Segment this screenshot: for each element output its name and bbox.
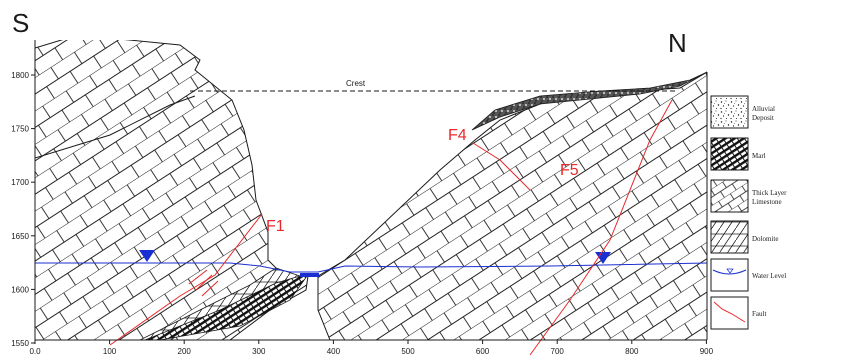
fault-f1-branch <box>188 269 219 297</box>
y-tick-label: 1700 <box>11 178 29 187</box>
legend-label-alluvial-2: Deposit <box>752 114 774 122</box>
legend-label-dolomite: Dolomite <box>752 235 778 243</box>
legend-swatch-dolomite <box>710 220 749 254</box>
legend: Alluvial Deposit Marl Thick Layer Limest… <box>710 95 787 330</box>
water-level-marker-left <box>139 250 155 262</box>
legend-water-marker-icon <box>726 268 734 274</box>
fault-f4 <box>472 142 531 191</box>
legend-label-fault: Fault <box>752 310 766 318</box>
x-tick-label: 700 <box>551 347 565 356</box>
x-tick-label: 400 <box>327 347 341 356</box>
crest-label: Crest <box>346 79 366 88</box>
south-bedding-line <box>35 95 196 159</box>
legend-label-limestone-2: Limestone <box>752 198 782 206</box>
crest-alluvial-deposit <box>471 72 706 131</box>
south-label: S <box>12 8 29 38</box>
legend-label-alluvial-1: Alluvial <box>752 105 775 113</box>
axes <box>34 40 708 341</box>
legend-fault-line-icon <box>713 301 746 323</box>
x-tick-label: 500 <box>401 347 415 356</box>
legend-swatch-marl <box>710 137 749 171</box>
y-axis-ticks: 1800 1750 1700 1650 1600 1550 <box>11 71 35 348</box>
y-tick-label: 1800 <box>11 71 29 80</box>
x-tick-label: 600 <box>476 347 490 356</box>
x-tick-label: 0.0 <box>29 347 41 356</box>
legend-swatch-alluvial <box>710 95 749 129</box>
legend-swatch-water-level <box>710 258 749 292</box>
y-tick-label: 1600 <box>11 285 29 294</box>
north-label: N <box>668 28 687 58</box>
fault-label-f4: F4 <box>448 127 467 144</box>
x-axis-ticks: 0.0 100 200 300 400 500 600 700 800 900 <box>29 340 714 356</box>
y-tick-label: 1750 <box>11 125 29 134</box>
river-bed <box>300 273 319 277</box>
marl-band <box>144 275 308 340</box>
legend-water-line-icon <box>712 269 747 275</box>
section-plot <box>35 40 707 340</box>
legend-label-limestone-1: Thick Layer <box>752 189 787 197</box>
x-tick-label: 300 <box>252 347 266 356</box>
faults <box>109 99 673 356</box>
legend-label-marl: Marl <box>752 152 766 160</box>
y-tick-label: 1650 <box>11 232 29 241</box>
x-tick-label: 100 <box>103 347 117 356</box>
water-level-marker-right <box>595 252 611 264</box>
fault-label-f1: F1 <box>266 218 285 235</box>
x-tick-label: 200 <box>178 347 192 356</box>
legend-swatch-limestone <box>710 179 749 213</box>
water-level-line <box>35 262 708 273</box>
fault-label-f5: F5 <box>560 162 579 179</box>
x-tick-label: 900 <box>700 347 714 356</box>
y-tick-label: 1550 <box>11 339 29 348</box>
legend-label-water-level: Water Level <box>752 272 786 280</box>
fault-f5 <box>529 99 673 356</box>
x-tick-label: 800 <box>625 347 639 356</box>
fault-f1 <box>109 213 263 346</box>
